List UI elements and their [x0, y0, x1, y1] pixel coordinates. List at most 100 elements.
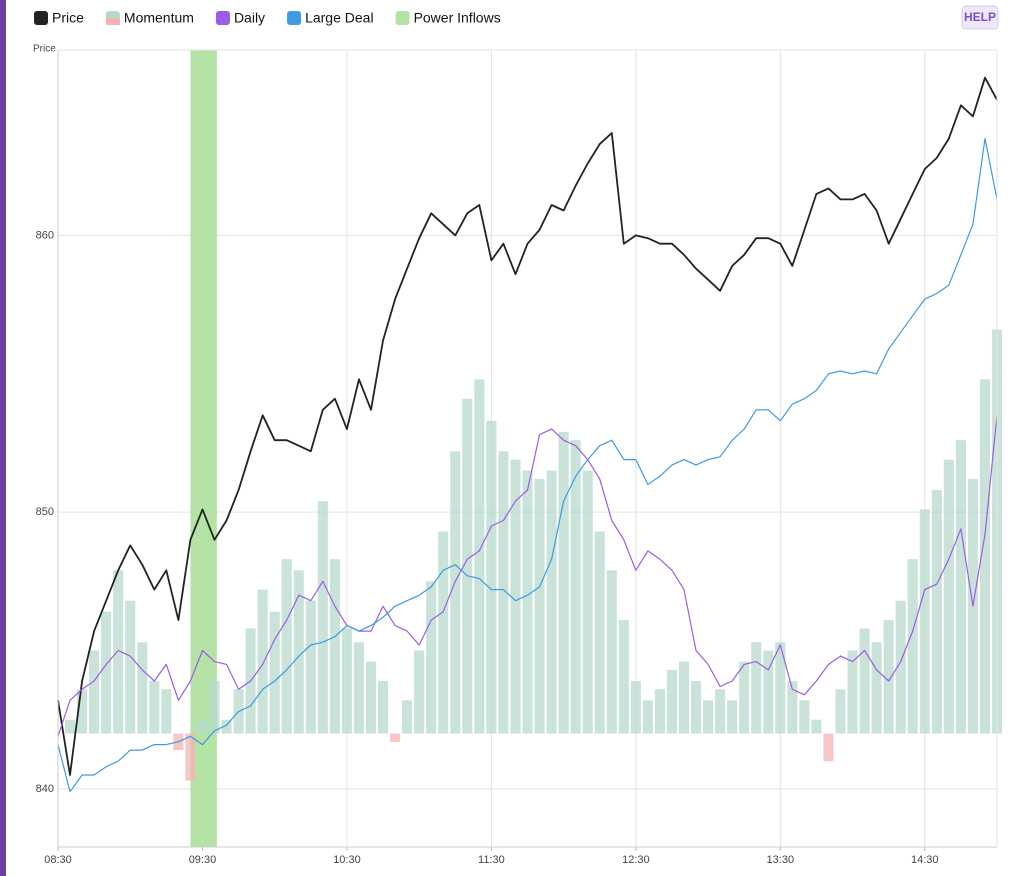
momentum-bar — [64, 719, 76, 734]
legend-item: Price — [34, 10, 84, 26]
momentum-bar — [690, 680, 702, 734]
momentum-bar — [137, 642, 148, 734]
x-tick-label: 13:30 — [767, 854, 795, 866]
momentum-bar — [859, 628, 870, 734]
legend-item: Momentum — [105, 10, 194, 26]
momentum-bar — [257, 589, 268, 734]
momentum-bar — [847, 650, 858, 734]
momentum-bar — [341, 628, 352, 734]
momentum-bar — [161, 689, 172, 734]
legend: Price Momentum Daily Large Deal Power Inflow… — [34, 10, 501, 26]
momentum-bar — [125, 600, 136, 734]
momentum-bar — [570, 440, 581, 734]
momentum-bar — [486, 420, 497, 734]
momentum-bar — [654, 689, 665, 734]
momentum-bar — [727, 700, 738, 734]
momentum-bar — [402, 700, 413, 734]
x-tick-label: 12:30 — [622, 854, 650, 866]
momentum-bar — [377, 680, 389, 734]
legend-swatch — [287, 11, 302, 25]
momentum-bar — [739, 661, 750, 734]
momentum-bar — [269, 611, 280, 734]
series-line — [57, 76, 998, 776]
momentum-bar — [510, 459, 521, 734]
momentum-bar — [185, 733, 196, 781]
side-strip — [0, 0, 6, 876]
momentum-bar — [438, 531, 449, 734]
momentum-bar — [534, 478, 545, 734]
momentum-bar — [546, 470, 557, 734]
momentum-bar — [414, 650, 425, 734]
legend-swatch — [395, 11, 410, 25]
momentum-bar — [149, 680, 160, 734]
momentum-bar — [618, 620, 629, 734]
legend-swatch — [34, 11, 48, 25]
momentum-bar — [426, 581, 437, 734]
momentum-bar — [594, 531, 605, 734]
momentum-bar — [823, 733, 834, 762]
momentum-bar — [666, 669, 678, 734]
legend-item: Large Deal — [287, 10, 374, 26]
series-line — [57, 415, 998, 737]
momentum-bar — [197, 719, 208, 734]
momentum-bar — [787, 680, 798, 734]
legend-item: Daily — [215, 10, 265, 26]
momentum-bar — [799, 700, 810, 734]
momentum-bar — [498, 451, 509, 734]
momentum-bar — [281, 559, 292, 734]
momentum-bar — [763, 650, 774, 734]
momentum-bar — [979, 379, 991, 734]
momentum-bar — [221, 719, 232, 734]
legend-label: Large Deal — [305, 10, 374, 26]
momentum-bar — [77, 689, 88, 734]
momentum-bar — [522, 470, 533, 734]
legend-label: Price — [52, 10, 84, 26]
legend-swatch — [215, 11, 230, 25]
momentum-bar — [305, 600, 316, 734]
x-tick-label: 11:30 — [478, 854, 505, 866]
momentum-bar — [558, 431, 569, 734]
series-line — [57, 138, 998, 793]
momentum-bar — [943, 459, 954, 734]
momentum-bar — [919, 509, 930, 734]
momentum-bar — [582, 470, 593, 734]
momentum-bar — [931, 490, 942, 734]
help-label[interactable]: HELP — [964, 10, 996, 24]
momentum-bar — [955, 440, 966, 734]
x-tick-label: 10:30 — [333, 854, 361, 866]
x-tick-label: 09:30 — [189, 854, 217, 866]
marks — [57, 50, 1003, 847]
momentum-bar — [678, 661, 690, 734]
y-tick-label: 840 — [36, 783, 54, 795]
momentum-bar — [751, 642, 762, 734]
help-button[interactable]: HELP — [961, 5, 999, 30]
momentum-bar — [630, 680, 641, 734]
legend-label: Power Inflows — [414, 10, 501, 26]
momentum-bar — [450, 451, 461, 734]
y-tick-label: 860 — [36, 229, 54, 241]
x-tick-label: 08:30 — [44, 854, 72, 866]
momentum-bar — [606, 570, 617, 734]
x-tick-label: 14:30 — [911, 854, 939, 866]
momentum-bar — [209, 680, 220, 734]
help-button-bg[interactable] — [961, 5, 999, 30]
legend-item: Power Inflows — [395, 10, 501, 26]
momentum-bar — [365, 661, 377, 734]
legend-label: Daily — [234, 10, 265, 26]
momentum-bar — [462, 398, 473, 734]
momentum-bar — [642, 700, 653, 734]
momentum-bar — [353, 642, 365, 734]
momentum-bar — [811, 719, 822, 734]
y-tick-label: 850 — [36, 506, 54, 518]
momentum-bar — [775, 642, 786, 734]
momentum-bar — [703, 700, 714, 734]
momentum-bar — [715, 689, 726, 734]
momentum-bar — [89, 650, 100, 734]
axes: 840 850 860 08:30 09:30 10:30 11:30 12:30 13:30 1… — [36, 49, 998, 866]
y-axis-label: Price — [33, 44, 56, 55]
momentum-bar — [329, 559, 340, 734]
momentum-bar — [474, 379, 485, 734]
momentum-bar — [895, 600, 906, 734]
legend-label: Momentum — [124, 10, 194, 26]
